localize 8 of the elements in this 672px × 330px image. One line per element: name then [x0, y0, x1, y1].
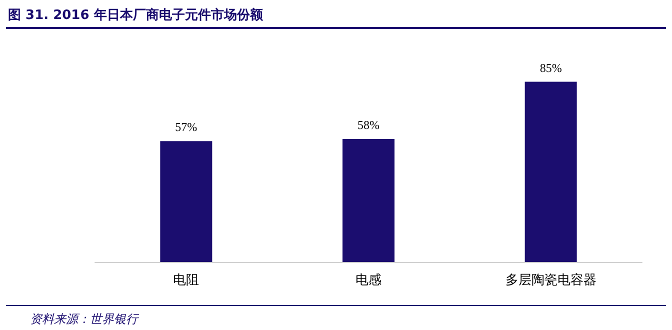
data-label: 85%: [540, 60, 562, 75]
x-tick-label: 电感: [356, 273, 382, 288]
data-label: 57%: [175, 120, 198, 134]
x-tick-label: 多层陶瓷电容器: [505, 272, 596, 288]
x-tick-label: 电阻: [173, 273, 200, 288]
text: 资料来源：世界银行: [30, 311, 138, 328]
chart-title: 图 31. 2016 年日本厂商电子元件市场份额: [8, 6, 263, 24]
data-label: 58%: [358, 118, 380, 132]
